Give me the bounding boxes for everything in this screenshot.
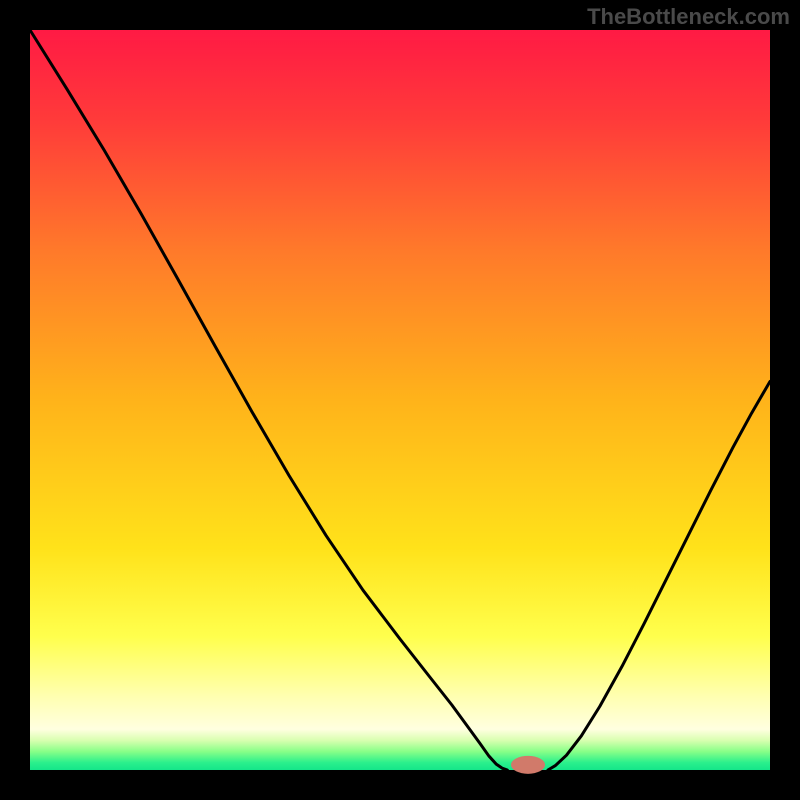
chart-svg [0,0,800,800]
bottleneck-chart: TheBottleneck.com [0,0,800,800]
optimal-marker [511,756,545,774]
attribution-text: TheBottleneck.com [587,4,790,30]
plot-area [30,30,770,770]
